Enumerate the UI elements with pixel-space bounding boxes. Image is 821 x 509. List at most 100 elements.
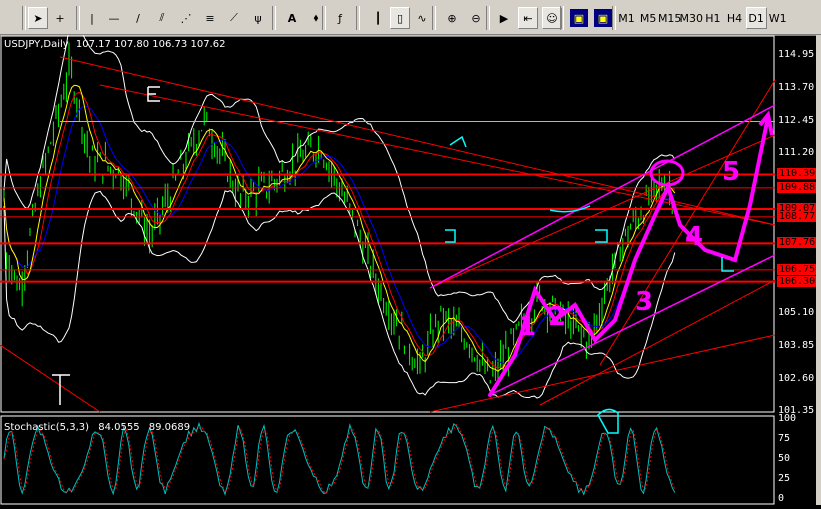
timeframe-h1[interactable]: H1 (705, 11, 721, 25)
stochastic-axis-label: 50 (778, 453, 791, 464)
indicators-icon[interactable]: ƒ (338, 11, 342, 25)
expert-advisor-icon[interactable]: ☺ (542, 7, 562, 29)
toolbar-separator (432, 6, 436, 30)
timeframe-m1[interactable]: M1 (618, 11, 635, 25)
toolbar-separator (322, 6, 326, 30)
toolbar-separator (356, 6, 360, 30)
fibonacci-icon[interactable]: ≡ (205, 11, 215, 25)
trendline (429, 334, 776, 413)
price-axis-label: 103.85 (778, 339, 815, 351)
ohlc-low: 106.73 (152, 39, 188, 50)
stochastic-pane-border (0, 415, 775, 505)
horizontal-line-icon[interactable]: — (108, 11, 120, 25)
price-tag: 107.76 (777, 237, 817, 249)
main-pane-border (0, 35, 775, 413)
wave-label-4: 4 (685, 222, 703, 252)
wave-label-1: 1 (518, 312, 536, 342)
price-axis-label: 111.20 (778, 147, 815, 159)
price-chart[interactable]: 1 2 3 4 5 (0, 18, 821, 505)
bollinger-lower (3, 189, 676, 399)
chart-info: USDJPY,Daily 107.17 107.80 106.73 107.62 (4, 39, 225, 50)
price-axis-label: 105.10 (778, 307, 815, 319)
line-chart-icon[interactable]: ∿ (417, 11, 427, 25)
auto-scroll-icon[interactable]: ▶ (499, 11, 509, 25)
toolbar: ➤ + | — / ⫽ ⋰ ≡ ⟋ ψ A ⬧ ƒ ┃ ▯ ∿ ⊕ ⊖ ▶ ⇤ ☺ ▣ ▣ M1 M5 M15 M30 H1 H4 D1 W… (0, 0, 821, 36)
toolbar-separator (22, 6, 26, 30)
fibo-fan-icon[interactable]: ψ (254, 11, 262, 25)
window-border (816, 35, 821, 505)
toolbar-separator (560, 6, 564, 30)
timeframe-m5[interactable]: M5 (639, 11, 657, 25)
ohlc-high: 107.80 (114, 39, 150, 50)
stochastic-axis-label: 75 (778, 433, 791, 444)
timeframe-d1[interactable]: D1 (745, 7, 767, 29)
price-tag: 106.75 (777, 263, 817, 275)
gann-fan-icon[interactable]: ⋰ (180, 11, 192, 25)
arrow-label-icon[interactable]: ⬧ (313, 11, 319, 24)
stochastic-axis-label: 0 (778, 493, 785, 504)
wave-count-drawing (488, 115, 770, 397)
crosshair-icon[interactable]: + (55, 11, 65, 25)
stochastic-main-line (3, 421, 676, 496)
stochastic-axis-label: 25 (778, 473, 791, 484)
trendline-icon[interactable]: / (136, 11, 140, 25)
period-icon[interactable]: ▣ (570, 9, 588, 27)
cyan-drawing (721, 257, 734, 272)
ma-slow (3, 105, 676, 365)
timeframe-m30[interactable]: M30 (679, 11, 704, 25)
candlestick-icon[interactable]: ▯ (390, 7, 410, 29)
symbol-label: USDJPY,Daily (4, 39, 69, 50)
wave-label-3: 3 (635, 287, 653, 317)
stochastic-info: Stochastic(5,3,3) 84.0555 89.0689 (4, 422, 190, 433)
price-tag: 108.77 (777, 210, 817, 222)
timeframe-m15[interactable]: M15 (657, 11, 682, 25)
toolbar-separator (612, 6, 616, 30)
price-tag: 110.39 (777, 168, 817, 180)
pitchfork-icon[interactable]: ⟋ (230, 11, 238, 24)
price-axis-label: 112.45 (778, 114, 815, 126)
circle-drawing (649, 159, 685, 187)
toolbar-separator (272, 6, 276, 30)
trendline (59, 56, 776, 226)
channel-line (429, 104, 776, 289)
cyan-drawing (549, 205, 591, 213)
cyan-drawing (597, 408, 619, 434)
price-tag: 109.88 (777, 181, 817, 193)
price-axis-label: 102.60 (778, 372, 815, 384)
channel-line (489, 254, 776, 396)
timeframe-h4[interactable]: H4 (726, 11, 743, 25)
price-tag: 106.30 (777, 275, 817, 287)
timeframe-w1[interactable]: W1 (768, 11, 787, 25)
chart-shift-icon[interactable]: ⇤ (518, 7, 538, 29)
trendline (599, 79, 776, 366)
stochastic-signal: 89.0689 (148, 422, 191, 433)
trendline (0, 344, 101, 413)
cyan-drawing (445, 229, 456, 243)
cyan-drawing (449, 135, 467, 148)
ohlc-open: 107.17 (75, 39, 111, 50)
templates-icon[interactable]: ▣ (594, 9, 612, 27)
price-axis-label: 113.70 (778, 81, 815, 93)
stochastic-label: Stochastic(5,3,3) (4, 422, 90, 433)
price-axis-label: 101.35 (778, 405, 815, 417)
wave-label-2: 2 (548, 302, 566, 332)
stochastic-signal-line (3, 423, 676, 494)
zoom-out-icon[interactable]: ⊖ (471, 11, 481, 25)
zoom-in-icon[interactable]: ⊕ (447, 11, 457, 25)
price-bars (3, 42, 676, 384)
stochastic-main: 84.0555 (98, 422, 140, 433)
toolbar-separator (76, 6, 80, 30)
wave-label-5: 5 (722, 157, 740, 187)
cyan-drawing (595, 229, 608, 243)
price-axis-label: 114.95 (778, 49, 815, 60)
channel-icon[interactable]: ⫽ (159, 11, 165, 24)
arrow-head-drawing (758, 110, 774, 136)
white-drawing (147, 86, 160, 102)
bar-chart-icon[interactable]: ┃ (374, 11, 382, 25)
price-tag: 109.07 (777, 203, 817, 215)
cursor-icon[interactable]: ➤ (28, 7, 48, 29)
vertical-line-icon[interactable]: | (90, 11, 94, 25)
text-icon[interactable]: A (287, 11, 297, 25)
ma-short (3, 84, 676, 373)
